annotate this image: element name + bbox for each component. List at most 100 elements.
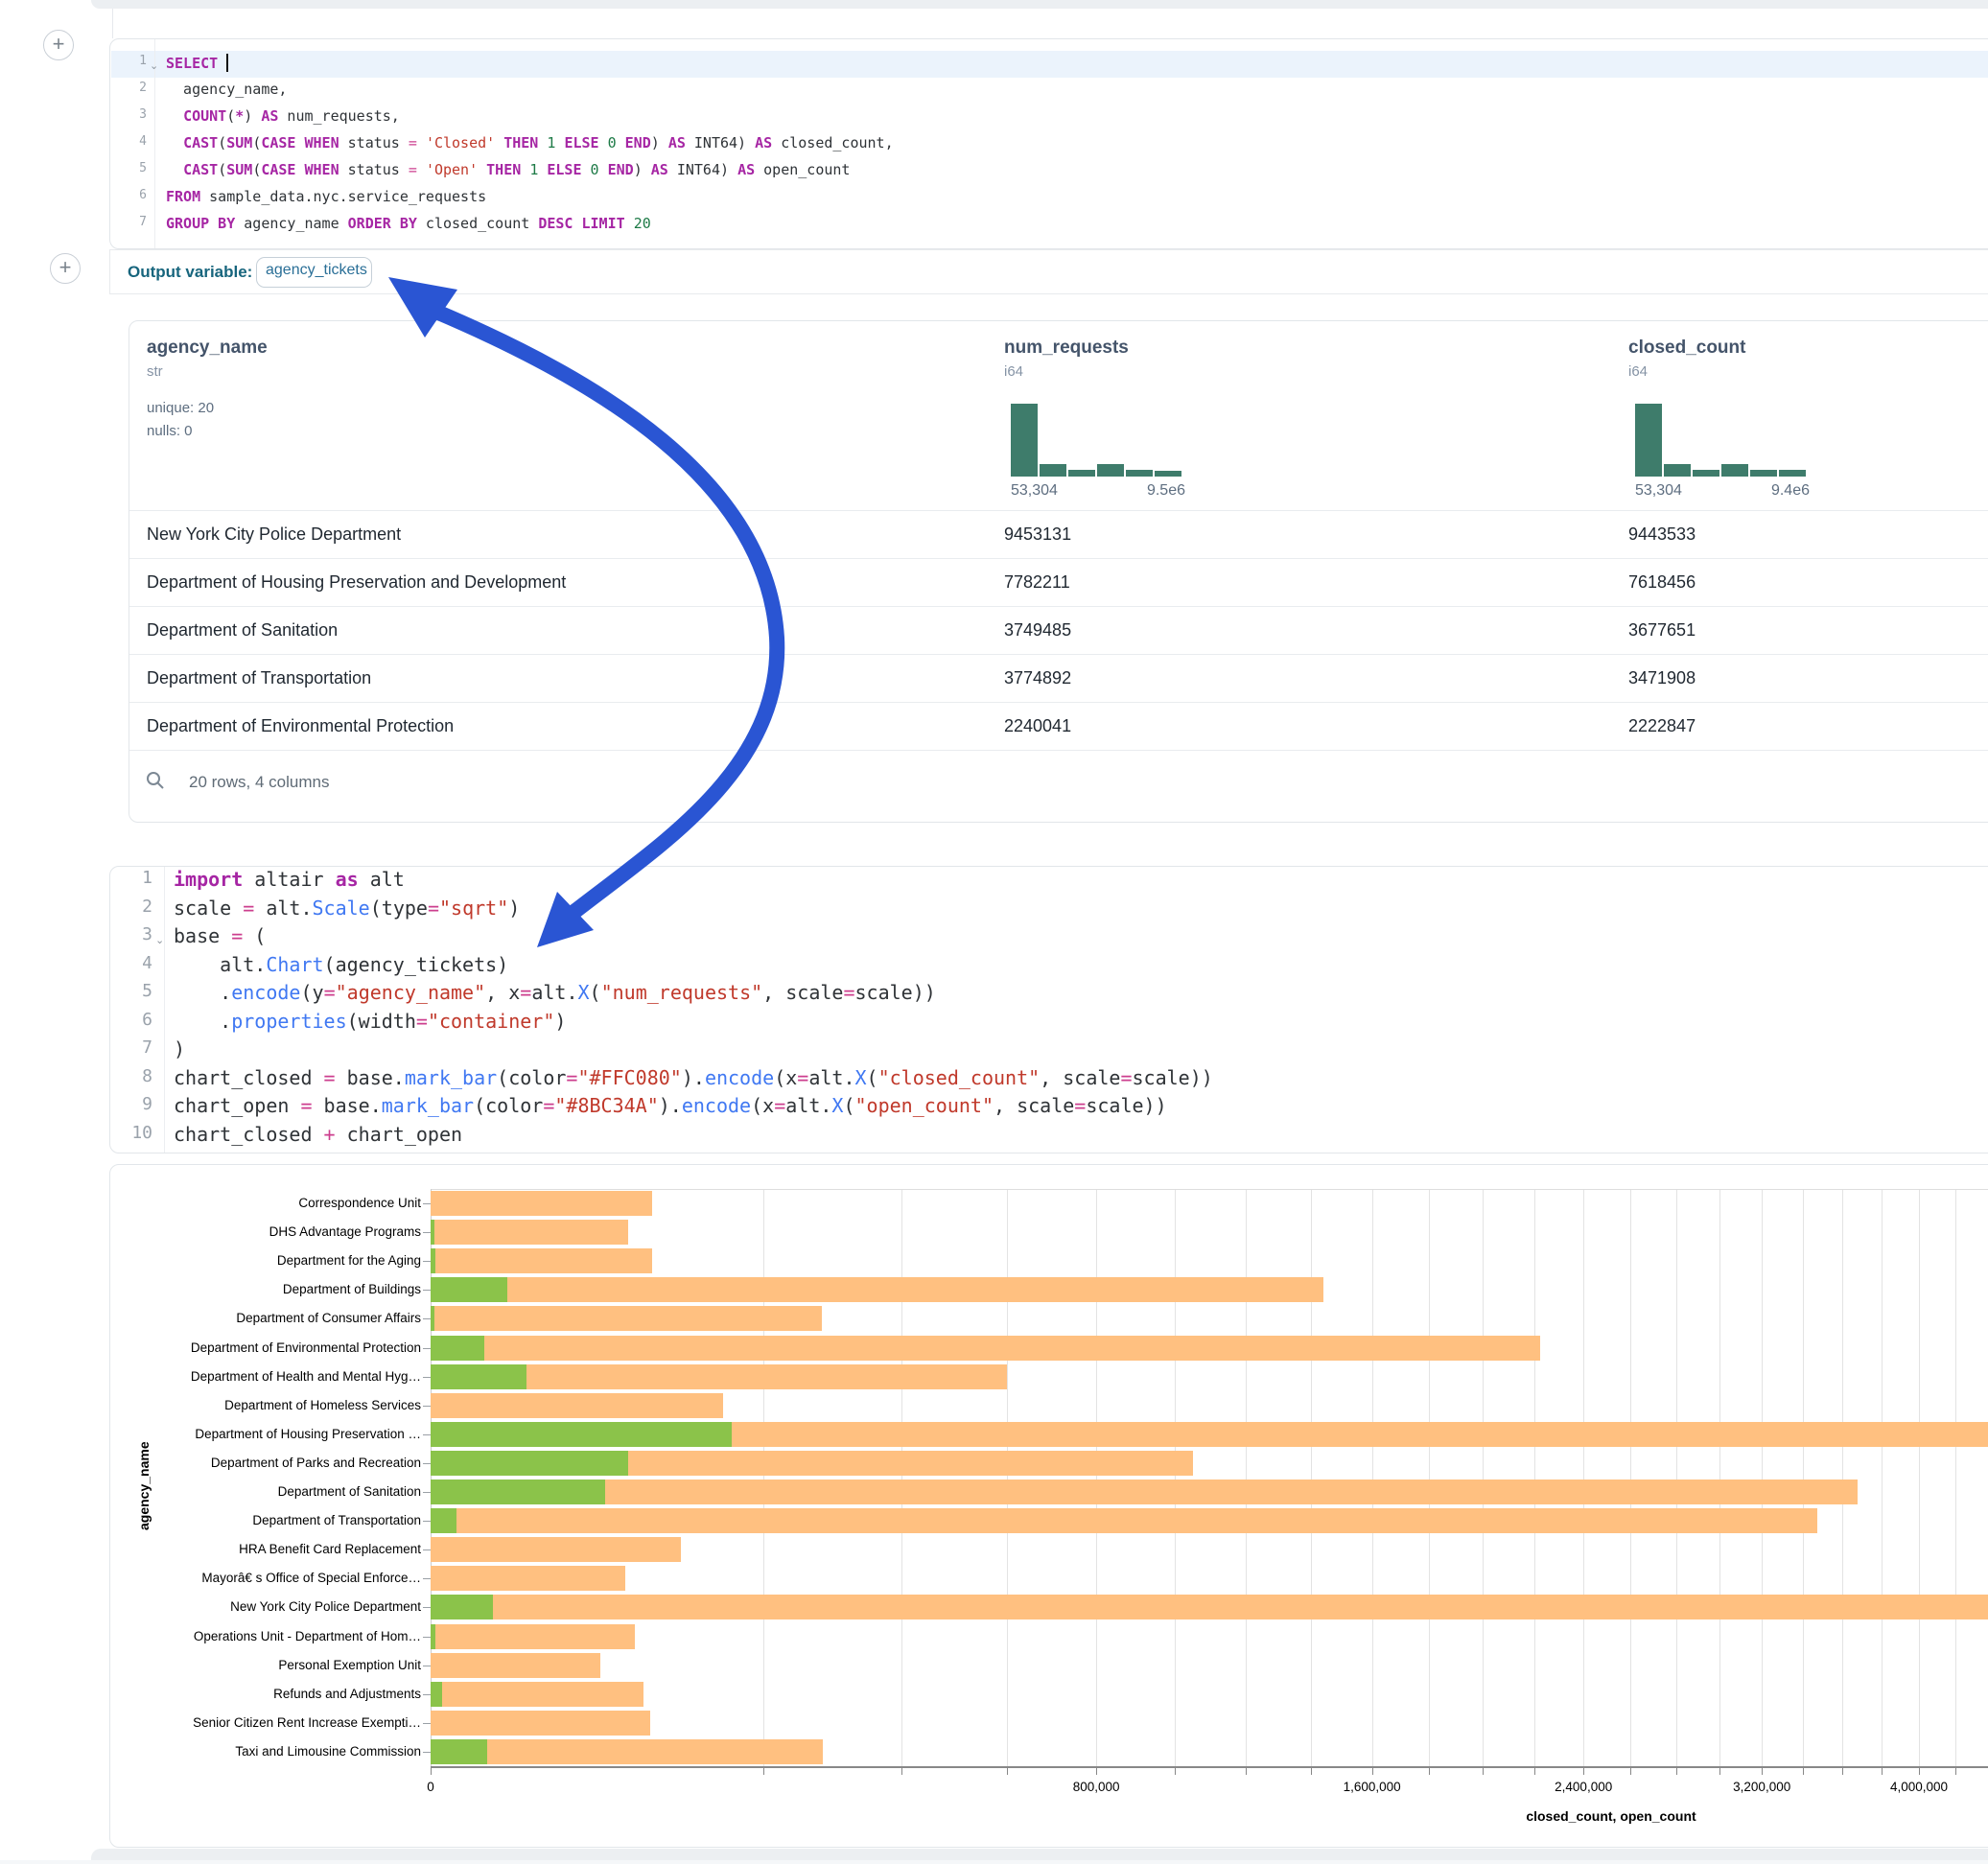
- bar-closed-count[interactable]: [431, 1653, 600, 1678]
- bar-closed-count[interactable]: [431, 1537, 681, 1562]
- code-token: (agency_tickets): [324, 953, 509, 976]
- column-header-type: str: [147, 363, 163, 380]
- code-token: sample_data.nyc.service_requests: [200, 188, 486, 205]
- code-token: (: [252, 134, 261, 151]
- bar-open-count[interactable]: [431, 1336, 484, 1361]
- code-token: properties: [231, 1010, 346, 1033]
- x-axis-title: closed_count, open_count: [431, 1808, 1988, 1824]
- bar-closed-count[interactable]: [431, 1508, 1817, 1533]
- collapse-chevron-icon[interactable]: ⌄: [155, 934, 164, 946]
- bar-open-count[interactable]: [431, 1220, 434, 1245]
- code-token: "#8BC34A": [554, 1094, 658, 1117]
- table-cell: 7782211: [1004, 572, 1070, 593]
- bar-closed-count[interactable]: [431, 1277, 1323, 1302]
- bar-open-count[interactable]: [431, 1277, 507, 1302]
- code-token: mark_bar: [405, 1066, 497, 1089]
- code-token: ).: [659, 1094, 682, 1117]
- x-tick-label: 1,600,000: [1344, 1780, 1401, 1794]
- bar-closed-count[interactable]: [431, 1393, 723, 1418]
- output-variable-label: Output variable:: [128, 263, 252, 282]
- x-axis-tick: [763, 1768, 764, 1775]
- bar-open-count[interactable]: [431, 1624, 435, 1649]
- python-cell[interactable]: 1import altair as alt2scale = alt.Scale(…: [109, 866, 1988, 1153]
- bar-open-count[interactable]: [431, 1508, 456, 1533]
- bar-open-count[interactable]: [431, 1422, 732, 1447]
- line-number: 4: [110, 134, 147, 149]
- bar-closed-count[interactable]: [431, 1595, 1988, 1619]
- bar-open-count[interactable]: [431, 1682, 442, 1707]
- bar-open-count[interactable]: [431, 1364, 526, 1389]
- chart-gridline: [1803, 1189, 1804, 1766]
- code-token: [521, 161, 529, 178]
- bar-open-count[interactable]: [431, 1595, 493, 1619]
- code-token: =: [797, 1066, 808, 1089]
- bar-open-count[interactable]: [431, 1480, 605, 1504]
- bar-closed-count[interactable]: [431, 1248, 652, 1273]
- code-token: open_count: [755, 161, 850, 178]
- bar-open-count[interactable]: [431, 1306, 434, 1331]
- line-number: 5: [110, 161, 147, 175]
- histogram-bar: [1779, 470, 1806, 477]
- bar-closed-count[interactable]: [431, 1220, 628, 1245]
- table-row[interactable]: Department of Environmental Protection22…: [129, 702, 1988, 750]
- category-label: Mayorâ€ s Office of Special Enforce…: [133, 1571, 421, 1585]
- bar-closed-count[interactable]: [431, 1711, 650, 1736]
- bar-closed-count[interactable]: [431, 1336, 1540, 1361]
- add-cell-button[interactable]: +: [50, 253, 81, 284]
- bar-closed-count[interactable]: [431, 1306, 822, 1331]
- add-cell-button[interactable]: +: [43, 30, 74, 60]
- code-token: AS: [755, 134, 772, 151]
- bar-closed-count[interactable]: [431, 1566, 625, 1591]
- histogram-min-label: 53,304: [1011, 482, 1058, 500]
- collapse-chevron-icon[interactable]: ⌄: [150, 59, 158, 72]
- bar-open-count[interactable]: [431, 1248, 435, 1273]
- code-token: ): [244, 107, 261, 125]
- code-token: ORDER BY: [348, 215, 417, 232]
- line-number: 7: [110, 1037, 152, 1058]
- code-token: FROM: [166, 188, 200, 205]
- code-token: status: [339, 161, 409, 178]
- code-token: .: [174, 1010, 231, 1033]
- code-token: encode: [682, 1094, 751, 1117]
- table-row[interactable]: Department of Transportation377489234719…: [129, 654, 1988, 702]
- code-token: +: [324, 1123, 336, 1146]
- column-header-name[interactable]: num_requests: [1004, 338, 1129, 359]
- code-token: *: [235, 107, 244, 125]
- code-token: (: [843, 1094, 854, 1117]
- code-line: CAST(SUM(CASE WHEN status = 'Open' THEN …: [166, 161, 850, 178]
- category-label: Personal Exemption Unit: [133, 1658, 421, 1672]
- code-token: alt.: [174, 953, 266, 976]
- bar-open-count[interactable]: [431, 1451, 628, 1476]
- column-header-name[interactable]: agency_name: [147, 338, 268, 359]
- table-row[interactable]: Department of Housing Preservation and D…: [129, 558, 1988, 606]
- result-table[interactable]: agency_namestrunique: 20nulls: 0num_requ…: [129, 320, 1988, 823]
- category-label: HRA Benefit Card Replacement: [133, 1542, 421, 1556]
- code-token: (x: [774, 1066, 797, 1089]
- table-row[interactable]: Department of Sanitation37494853677651: [129, 606, 1988, 654]
- y-tick: [423, 1261, 431, 1262]
- code-token: altair: [243, 868, 335, 891]
- bar-closed-count[interactable]: [431, 1739, 823, 1764]
- code-token: closed_count: [417, 215, 538, 232]
- y-tick: [423, 1232, 431, 1233]
- table-row[interactable]: New York City Police Department945313194…: [129, 510, 1988, 558]
- code-line: chart_closed = base.mark_bar(color="#FFC…: [174, 1066, 1213, 1089]
- code-token: import: [174, 868, 243, 891]
- bar-open-count[interactable]: [431, 1739, 487, 1764]
- bar-closed-count[interactable]: [431, 1682, 643, 1707]
- bar-closed-count[interactable]: [431, 1624, 635, 1649]
- sql-cell[interactable]: 1⌄SELECT 2 agency_name,3 COUNT(*) AS num…: [109, 38, 1988, 249]
- code-token: [599, 134, 608, 151]
- column-header-name[interactable]: closed_count: [1628, 338, 1745, 359]
- chart-gridline: [1762, 1189, 1763, 1766]
- x-axis-tick: [1372, 1768, 1373, 1775]
- bar-closed-count[interactable]: [431, 1191, 652, 1216]
- code-token: SELECT: [166, 55, 218, 72]
- bar-closed-count[interactable]: [431, 1480, 1858, 1504]
- x-axis-tick: [1955, 1768, 1956, 1775]
- code-token: ELSE: [547, 161, 581, 178]
- search-icon[interactable]: [145, 770, 166, 791]
- code-token: [417, 134, 426, 151]
- code-token: [625, 215, 634, 232]
- output-variable-pill[interactable]: agency_tickets: [256, 257, 372, 288]
